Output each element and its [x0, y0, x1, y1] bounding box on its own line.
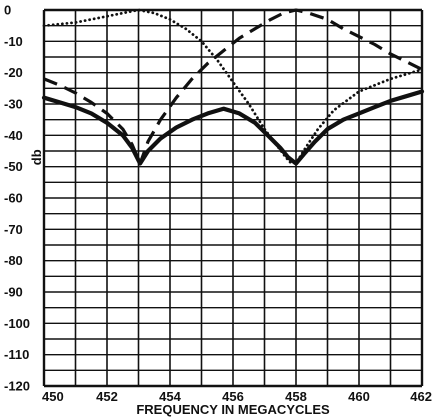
y-tick-label: -70: [4, 222, 23, 237]
y-tick-label: 0: [4, 3, 11, 18]
x-tick-labels: 450 452 454 456 458 460 462: [42, 389, 432, 404]
x-tick-label: 452: [96, 389, 118, 404]
series-layer: [41, 8, 425, 166]
y-tick-label: -20: [4, 65, 23, 80]
series-line-solid: [41, 89, 425, 166]
x-axis-label: FREQUENCY IN MEGACYCLES: [136, 402, 330, 417]
y-tick-label: -100: [4, 316, 30, 331]
series-line-dashed: [43, 8, 423, 166]
y-tick-label: -10: [4, 34, 23, 49]
y-tick-label: -50: [4, 159, 23, 174]
x-tick-label: 456: [222, 389, 244, 404]
x-tick-label: 462: [410, 389, 432, 404]
x-tick-label: 450: [42, 389, 64, 404]
y-tick-label: -30: [4, 97, 23, 112]
y-tick-label: -110: [4, 347, 29, 362]
y-tick-labels: 0 -10 -20 -30 -40 -50 -60 -70 -80 -90 -100 -110 -120: [4, 3, 30, 394]
grid-lines: [42, 8, 424, 388]
series-line-dotted: [42, 8, 424, 165]
y-tick-label: -80: [4, 253, 23, 268]
y-tick-label: -60: [4, 191, 23, 206]
y-tick-label: -40: [4, 128, 23, 143]
y-tick-label: -120: [4, 379, 30, 394]
x-tick-label: 458: [285, 389, 307, 404]
y-axis-label: db: [29, 149, 44, 165]
y-tick-label: -90: [4, 285, 23, 300]
x-tick-label: 454: [159, 389, 181, 404]
x-tick-label: 460: [348, 389, 370, 404]
